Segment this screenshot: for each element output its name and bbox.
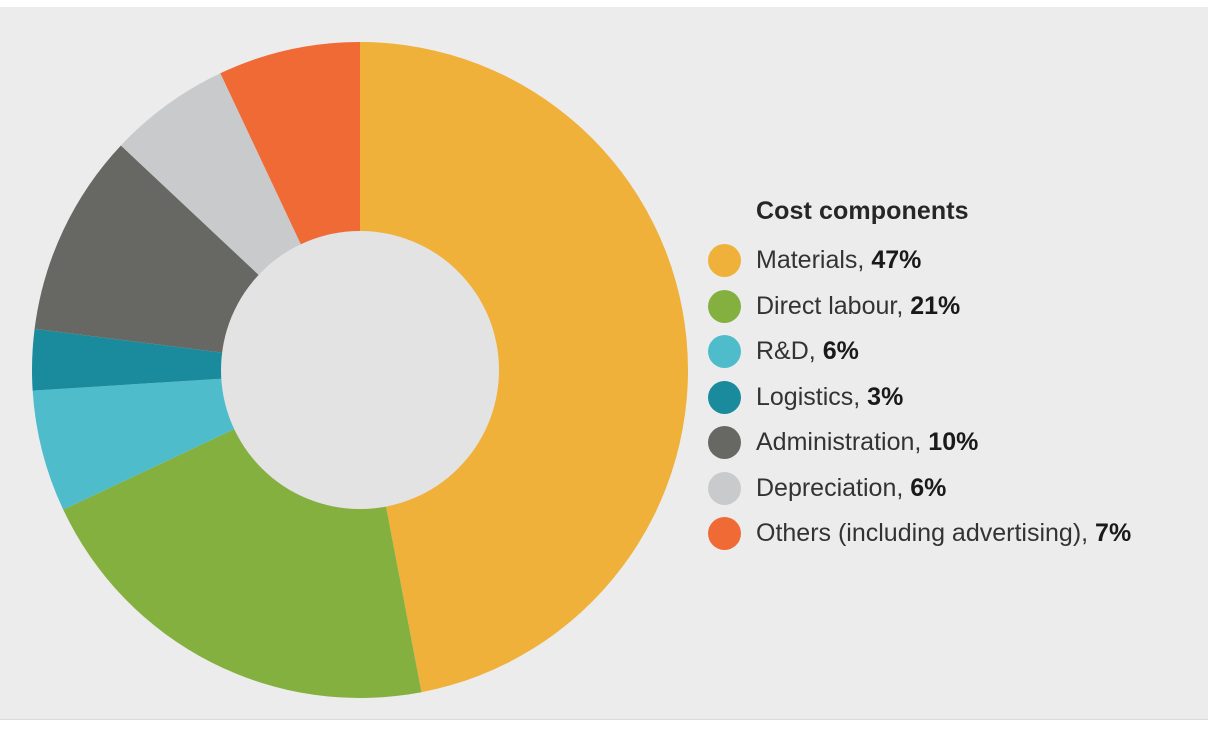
legend-swatch-icon [708,471,741,505]
legend-item-administration: Administration, 10% [708,420,1203,466]
legend-label: Depreciation, 6% [756,474,946,503]
legend-label: Direct labour, 21% [756,292,960,321]
legend-swatch-icon [708,335,741,369]
legend-label: Others (including advertising), 7% [756,519,1131,548]
legend-label-value: 3% [867,382,904,411]
legend-label-value: 10% [928,428,979,457]
donut-chart [32,42,688,698]
legend-swatch-icon [708,517,741,551]
legend-label-value: 21% [910,291,961,320]
donut-hole [221,231,499,509]
legend: Cost components Materials, 47% Direct lab… [708,197,1203,557]
legend-label: Administration, 10% [756,428,978,457]
legend-label-name: Direct labour, [756,291,911,320]
legend-swatch-icon [708,244,741,278]
legend-label-name: Others (including advertising), [756,519,1096,548]
legend-label-value: 6% [910,473,947,502]
legend-swatch-icon [708,426,741,460]
legend-swatch-icon [708,380,741,414]
slice-logistics [32,328,361,391]
legend-label-name: Materials, [756,246,872,275]
legend-item-logistics: Logistics, 3% [708,375,1203,421]
legend-label-name: Depreciation, [756,473,911,502]
legend-label-value: 47% [871,246,922,275]
legend-label-name: Administration, [756,428,929,457]
legend-label: Materials, 47% [756,246,921,275]
legend-label-value: 7% [1095,519,1132,548]
legend-label-value: 6% [822,337,859,366]
legend-label: R&D, 6% [756,337,859,366]
slice-materials [360,42,688,693]
legend-items: Materials, 47% Direct labour, 21% R&D, 6% L… [708,238,1203,557]
legend-item-materials: Materials, 47% [708,238,1203,284]
legend-label: Logistics, 3% [756,383,903,412]
chart-panel: Cost components Materials, 47% Direct lab… [0,7,1208,720]
legend-label-name: Logistics, [756,382,868,411]
legend-item-depreciation: Depreciation, 6% [708,466,1203,512]
legend-item-direct-labour: Direct labour, 21% [708,284,1203,330]
legend-item-others-including-advertising: Others (including advertising), 7% [708,511,1203,557]
legend-item-r-d: R&D, 6% [708,329,1203,375]
legend-label-name: R&D, [756,337,823,366]
legend-swatch-icon [708,289,741,323]
legend-title: Cost components [756,197,969,225]
